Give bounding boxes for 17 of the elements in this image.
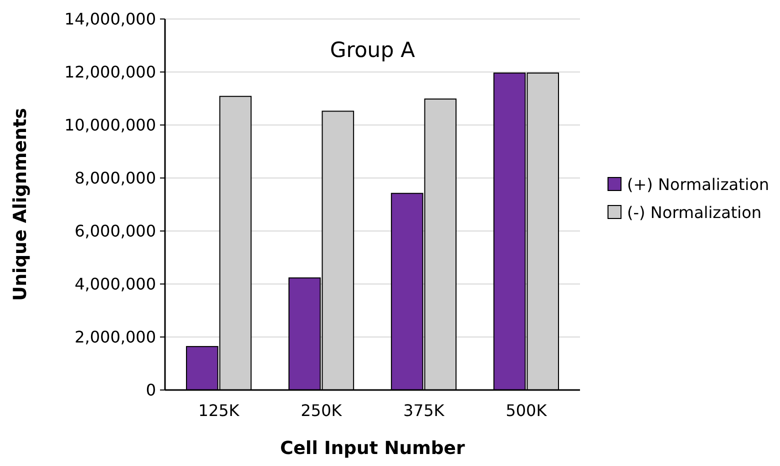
x-tick-label: 375K [403,401,445,420]
y-tick-label: 14,000,000 [64,10,156,29]
x-axis-title: Cell Input Number [280,438,465,459]
x-tick-label: 500K [506,401,548,420]
text: Group A [330,38,416,62]
legend-label: (+) Normalization [627,175,770,194]
legend-label: (-) Normalization [627,203,762,222]
y-tick-label: 12,000,000 [64,62,156,82]
y-tick-label: 6,000,000 [74,222,156,241]
y-tick-label: 0 [146,380,156,400]
y-tick-label: 10,000,000 [64,116,156,135]
x-tick-label: 250K [300,401,342,420]
y-tick-label: 4,000,000 [74,274,156,294]
y-tick-label: 2,000,000 [74,328,156,347]
x-tick-label: 125K [198,401,240,420]
y-tick-label: 8,000,000 [74,168,156,188]
y-axis-title: Unique Alignments [10,108,31,301]
